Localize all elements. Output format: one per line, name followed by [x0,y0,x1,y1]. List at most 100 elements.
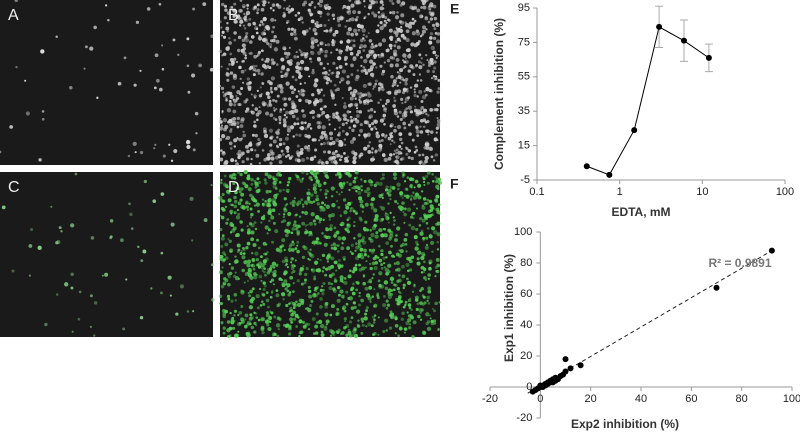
cell [369,183,374,187]
cell [424,16,429,21]
cell [306,196,311,200]
cell [413,235,418,240]
cell [242,247,245,250]
cell [354,170,358,174]
cell [352,266,358,271]
cell [383,233,388,238]
cell [137,245,140,249]
cell [348,320,353,324]
cell [352,179,357,184]
cell [359,247,364,252]
cell [393,96,396,99]
cell [219,157,224,162]
cell [330,194,334,198]
cell [296,249,300,254]
cell [336,16,341,20]
cell [258,265,262,269]
cell [430,321,435,326]
cell [327,73,330,76]
cell [419,125,422,128]
cell [225,26,230,31]
cell [345,5,349,10]
x-tick-label: 100 [783,393,800,405]
cell [323,242,328,247]
cell [232,226,237,231]
cell [160,192,165,196]
cell [348,9,351,13]
cell [329,334,333,337]
cell [295,202,298,205]
cell [232,14,236,18]
cell [352,156,357,161]
cell [340,223,343,227]
cell [354,242,358,245]
cell [428,40,433,45]
cell [295,133,298,137]
cell [203,218,208,223]
cell [152,199,157,204]
cell [413,284,416,288]
cell [372,62,376,66]
cell [227,274,231,279]
cell [411,31,417,36]
cell [290,100,295,105]
cell [256,11,259,15]
cell [297,316,300,319]
cell [288,5,291,8]
cell [335,74,339,78]
cell [220,2,225,7]
cell [346,119,350,122]
cell [315,194,319,198]
cell [344,118,348,121]
cell [233,314,236,317]
cell [319,258,322,262]
cell [414,298,419,302]
cell [336,250,340,253]
y-axis-label: Exp1 inhibition (%) [502,254,516,362]
cell [333,234,337,238]
cell [289,125,295,130]
cell [303,200,309,205]
cell [409,198,413,201]
cell [408,132,412,137]
cell [283,323,286,327]
cell [246,3,250,7]
cell [283,97,287,101]
cell [270,311,274,315]
annotation: R² = 0.9891 [708,256,771,270]
cell [358,94,362,99]
cell [258,162,261,165]
cell [363,99,367,104]
cell [236,250,240,254]
cell [282,123,287,128]
cell [281,153,285,156]
cell [276,303,280,308]
cell [350,63,354,68]
cell [381,69,386,74]
cell [378,82,382,86]
cell [342,255,346,260]
cell [327,281,331,285]
cell [288,325,292,329]
cell [346,75,350,79]
cell [438,212,441,216]
cell [389,132,393,136]
cell [304,272,308,277]
cell [299,268,303,273]
cell [307,257,310,261]
cell [239,0,243,2]
cell [265,189,270,194]
cell [283,113,287,117]
cell [370,324,374,328]
cell [303,278,308,282]
cell [286,289,290,293]
cell [424,120,428,124]
cell [399,325,402,328]
cell [270,58,274,62]
cell [242,24,246,27]
cell [373,288,376,291]
cell [411,290,415,294]
cell [300,198,304,202]
cell [220,215,225,220]
cell [415,29,420,33]
